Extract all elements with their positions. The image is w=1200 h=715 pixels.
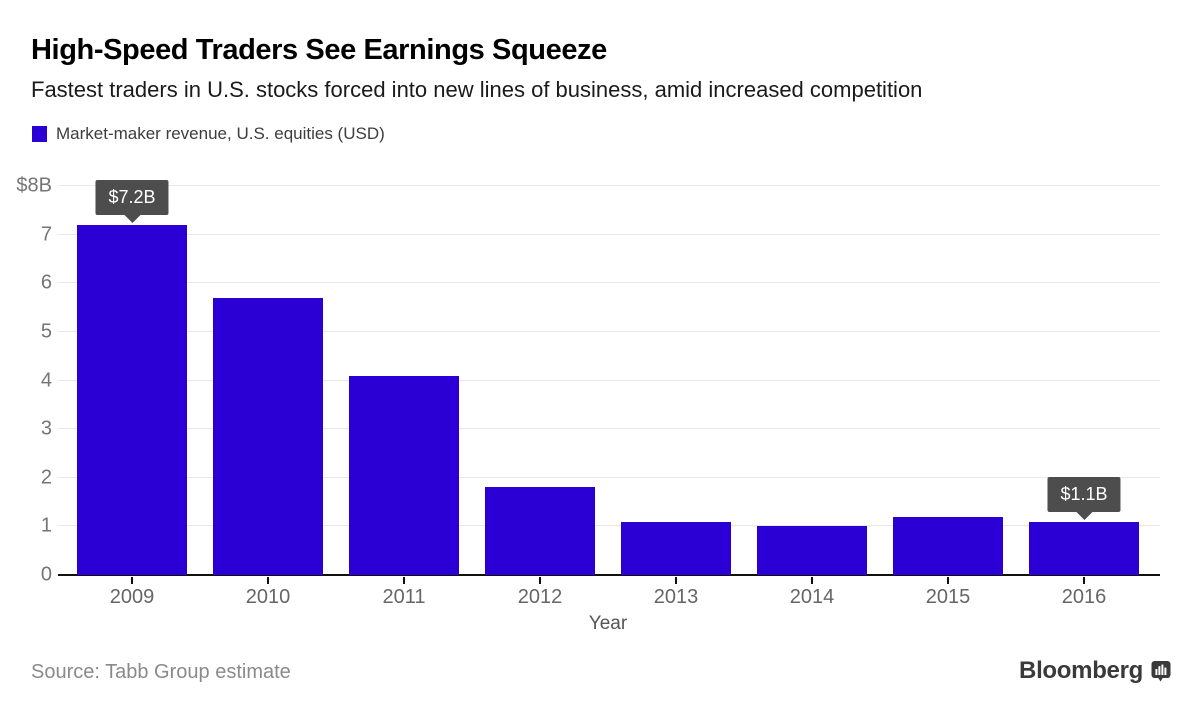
y-tick-label: 2 xyxy=(40,466,52,489)
y-tick-label: 0 xyxy=(40,563,52,586)
gridline xyxy=(58,428,1160,430)
x-tick-label-2014: 2014 xyxy=(789,586,835,608)
gridline xyxy=(58,282,1160,284)
x-tick-mark xyxy=(403,577,405,584)
gridline xyxy=(58,330,1160,332)
brand-logo: Bloomberg xyxy=(1019,657,1171,685)
bar-slot-2012 xyxy=(472,186,608,584)
bar-slot-2010 xyxy=(200,186,336,584)
bar-slot-2016: $1.1B xyxy=(1016,186,1152,584)
gridline xyxy=(58,233,1160,235)
bar-slot-2013 xyxy=(608,186,744,584)
legend-label: Market-maker revenue, U.S. equities (USD… xyxy=(56,124,385,143)
x-tick-label-2012: 2012 xyxy=(517,586,563,608)
page-title: High-Speed Traders See Earnings Squeeze xyxy=(31,34,607,66)
x-tick-mark xyxy=(947,577,949,584)
bar-2016 xyxy=(1029,521,1139,575)
x-tick-mark xyxy=(131,577,133,584)
bar-slot-2011 xyxy=(336,186,472,584)
x-tick-mark xyxy=(675,577,677,584)
bar-2013 xyxy=(621,521,731,575)
y-tick-label: 3 xyxy=(40,417,52,440)
y-tick-label: 5 xyxy=(40,320,52,343)
y-tick-label: 1 xyxy=(40,514,52,537)
x-tick-mark xyxy=(267,577,269,584)
x-axis-title: Year xyxy=(588,613,628,634)
bar-series: $7.2B $1.1B xyxy=(64,179,1152,584)
bar-2012 xyxy=(485,487,595,575)
bar-slot-2014 xyxy=(744,186,880,584)
gridline xyxy=(58,379,1160,381)
gridline xyxy=(58,185,1160,186)
x-tick-mark xyxy=(1083,577,1085,584)
x-tick-label-2013: 2013 xyxy=(653,586,699,608)
gridline xyxy=(58,476,1160,478)
y-tick-label: 7 xyxy=(40,223,52,246)
y-tick-label: $8B xyxy=(16,174,52,197)
x-axis-labels: 2009 2010 2011 2012 2013 2014 2015 2016 xyxy=(64,586,1152,609)
bar-2011 xyxy=(349,375,459,575)
bloomberg-chart-bubble-icon xyxy=(1151,661,1171,682)
bar-slot-2009: $7.2B xyxy=(64,179,200,584)
source-note: Source: Tabb Group estimate xyxy=(31,661,291,683)
x-tick-label-2011: 2011 xyxy=(382,586,426,608)
value-callout-2009: $7.2B xyxy=(95,179,169,215)
x-tick-label-2015: 2015 xyxy=(925,586,971,608)
chart-plot-area: $7.2B $1.1B xyxy=(58,179,1160,584)
bar-2014 xyxy=(757,526,867,575)
x-tick-mark xyxy=(811,577,813,584)
x-axis-line xyxy=(58,574,1160,576)
x-tick-label-2009: 2009 xyxy=(109,586,155,608)
bar-slot-2015 xyxy=(880,186,1016,584)
legend-swatch-icon xyxy=(32,126,47,142)
x-tick-label-2016: 2016 xyxy=(1061,586,1107,608)
x-tick-label-2010: 2010 xyxy=(245,586,291,608)
bar-2009 xyxy=(77,224,187,575)
y-axis-labels: 0 1 2 3 4 5 6 7 $8B xyxy=(0,175,58,586)
chart-legend: Market-maker revenue, U.S. equities (USD… xyxy=(32,124,385,144)
page-subtitle: Fastest traders in U.S. stocks forced in… xyxy=(31,77,923,102)
y-tick-label: 4 xyxy=(40,369,52,391)
bar-2010 xyxy=(213,297,323,575)
gridline xyxy=(58,525,1160,527)
bar-2015 xyxy=(893,516,1003,575)
value-callout-2016: $1.1B xyxy=(1047,476,1121,512)
brand-wordmark: Bloomberg xyxy=(1019,657,1143,684)
x-tick-mark xyxy=(539,577,541,584)
y-tick-label: 6 xyxy=(40,271,52,294)
